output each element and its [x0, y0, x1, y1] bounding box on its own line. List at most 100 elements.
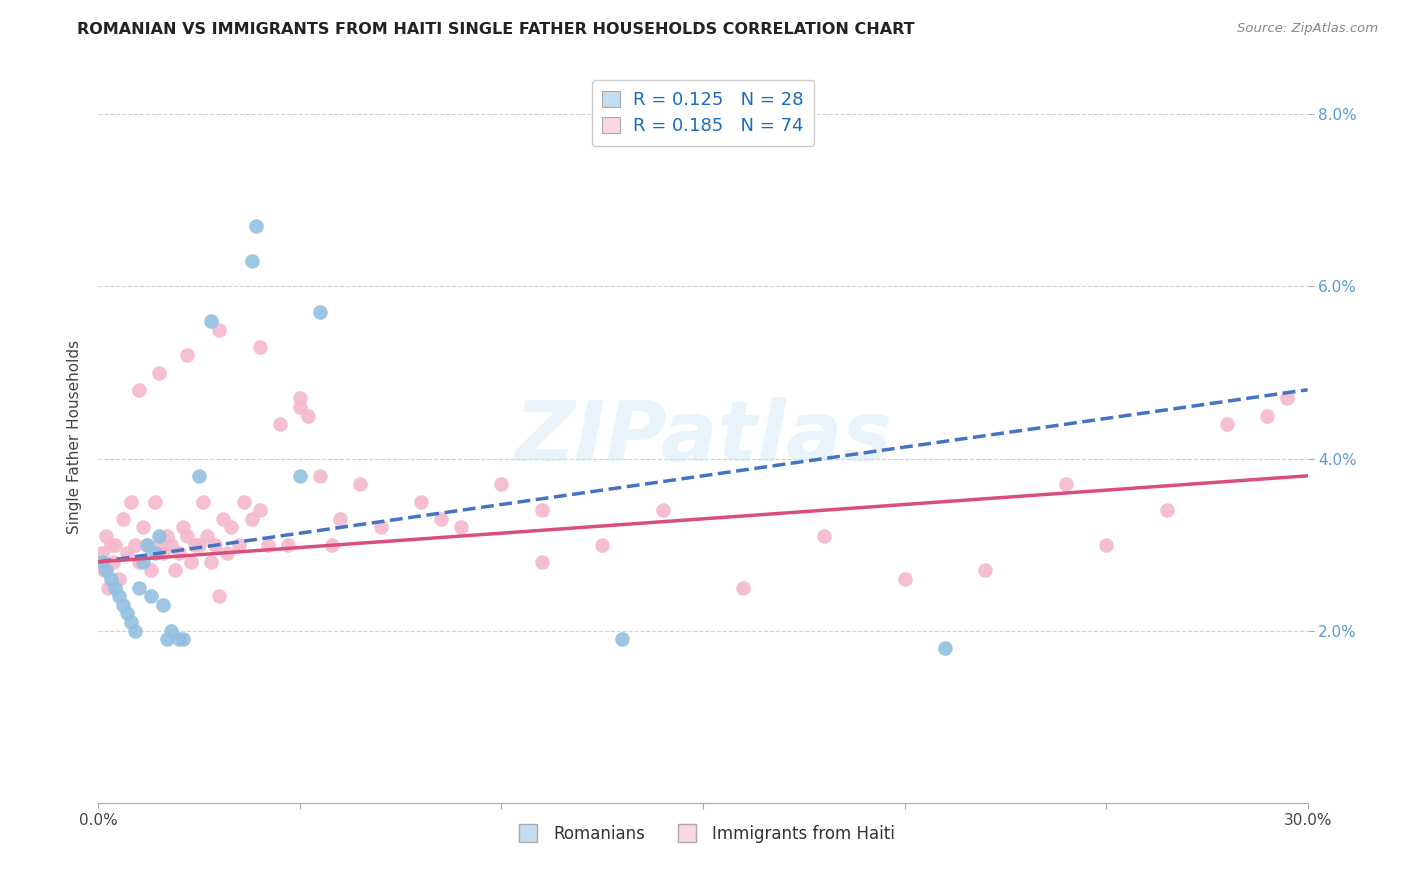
Point	[148, 366, 170, 380]
Point	[139, 564, 162, 578]
Point	[107, 589, 129, 603]
Point	[256, 538, 278, 552]
Point	[240, 512, 263, 526]
Point	[1256, 409, 1278, 423]
Point	[148, 538, 170, 552]
Point	[115, 546, 138, 560]
Point	[163, 564, 186, 578]
Point	[309, 305, 332, 319]
Point	[934, 640, 956, 655]
Point	[176, 348, 198, 362]
Point	[321, 538, 343, 552]
Point	[176, 529, 198, 543]
Point	[221, 520, 243, 534]
Point	[124, 624, 146, 638]
Point	[156, 529, 179, 543]
Point	[128, 581, 150, 595]
Point	[212, 512, 235, 526]
Point	[269, 417, 291, 432]
Point	[249, 503, 271, 517]
Point	[111, 512, 134, 526]
Point	[591, 538, 613, 552]
Point	[103, 538, 125, 552]
Point	[349, 477, 371, 491]
Point	[180, 555, 202, 569]
Point	[100, 538, 122, 552]
Point	[530, 503, 553, 517]
Point	[124, 538, 146, 552]
Point	[101, 555, 124, 569]
Point	[188, 468, 211, 483]
Point	[135, 538, 157, 552]
Point	[91, 546, 114, 560]
Point	[277, 538, 299, 552]
Point	[132, 555, 155, 569]
Point	[93, 564, 115, 578]
Point	[139, 589, 162, 603]
Point	[309, 468, 332, 483]
Point	[1054, 477, 1077, 491]
Point	[167, 632, 190, 647]
Point	[217, 546, 239, 560]
Point	[240, 253, 263, 268]
Text: Source: ZipAtlas.com: Source: ZipAtlas.com	[1237, 22, 1378, 36]
Text: ZIPatlas: ZIPatlas	[515, 397, 891, 477]
Point	[651, 503, 673, 517]
Point	[172, 520, 194, 534]
Point	[120, 494, 142, 508]
Point	[450, 520, 472, 534]
Point	[120, 615, 142, 629]
Point	[893, 572, 915, 586]
Point	[107, 572, 129, 586]
Point	[409, 494, 432, 508]
Point	[329, 512, 352, 526]
Point	[195, 529, 218, 543]
Point	[1216, 417, 1239, 432]
Point	[974, 564, 997, 578]
Point	[97, 581, 120, 595]
Point	[167, 546, 190, 560]
Point	[1095, 538, 1118, 552]
Point	[111, 598, 134, 612]
Point	[208, 589, 231, 603]
Point	[288, 468, 311, 483]
Point	[96, 529, 118, 543]
Point	[288, 400, 311, 414]
Point	[249, 340, 271, 354]
Point	[188, 538, 211, 552]
Point	[204, 538, 226, 552]
Point	[115, 607, 138, 621]
Point	[370, 520, 392, 534]
Point	[172, 632, 194, 647]
Point	[288, 392, 311, 406]
Point	[245, 219, 267, 234]
Point	[152, 598, 174, 612]
Point	[208, 322, 231, 336]
Point	[200, 314, 222, 328]
Y-axis label: Single Father Households: Single Father Households	[67, 340, 83, 534]
Point	[612, 632, 634, 647]
Point	[184, 538, 207, 552]
Point	[193, 494, 215, 508]
Point	[297, 409, 319, 423]
Point	[232, 494, 254, 508]
Point	[160, 538, 183, 552]
Point	[143, 546, 166, 560]
Point	[103, 581, 125, 595]
Point	[96, 564, 118, 578]
Point	[152, 546, 174, 560]
Point	[228, 538, 250, 552]
Legend: Romanians, Immigrants from Haiti: Romanians, Immigrants from Haiti	[505, 818, 901, 849]
Point	[491, 477, 513, 491]
Text: ROMANIAN VS IMMIGRANTS FROM HAITI SINGLE FATHER HOUSEHOLDS CORRELATION CHART: ROMANIAN VS IMMIGRANTS FROM HAITI SINGLE…	[77, 22, 915, 37]
Point	[160, 624, 183, 638]
Point	[128, 555, 150, 569]
Point	[132, 520, 155, 534]
Point	[128, 383, 150, 397]
Point	[1277, 392, 1299, 406]
Point	[135, 538, 157, 552]
Point	[91, 555, 114, 569]
Point	[156, 632, 179, 647]
Point	[200, 555, 222, 569]
Point	[733, 581, 755, 595]
